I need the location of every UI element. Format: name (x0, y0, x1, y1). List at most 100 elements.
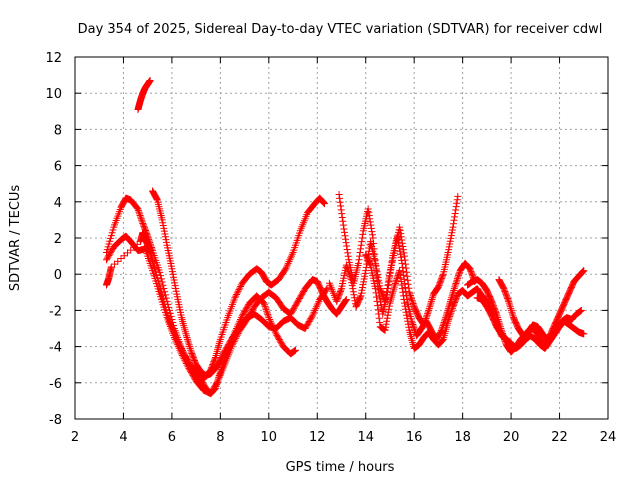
data-point-marker (508, 308, 516, 316)
y-tick-label: 10 (45, 87, 62, 102)
data-point-marker (152, 268, 160, 276)
data-point-marker (336, 194, 344, 202)
data-point-marker (291, 346, 299, 354)
data-point-marker (136, 211, 144, 219)
data-point-marker (369, 234, 377, 242)
data-point-marker (402, 305, 410, 313)
data-point-marker (409, 300, 417, 308)
data-point-marker (150, 261, 158, 269)
y-tick-label: -8 (49, 413, 62, 428)
data-point-marker (452, 206, 460, 214)
data-point-marker (449, 223, 457, 231)
data-point-marker (396, 270, 404, 278)
data-point-marker (264, 312, 272, 320)
data-point-marker (319, 198, 327, 206)
data-point-marker (439, 272, 447, 280)
data-point-marker (404, 320, 412, 328)
data-point-marker (358, 238, 366, 246)
data-point-marker (178, 345, 186, 353)
data-point-marker (341, 232, 349, 240)
data-point-marker (155, 280, 163, 288)
data-point-marker (454, 192, 462, 200)
data-point-marker (177, 343, 185, 351)
data-point-marker (382, 323, 390, 331)
x-axis-label: GPS time / hours (286, 460, 395, 475)
data-point-marker (211, 355, 219, 363)
data-point-marker (370, 239, 378, 247)
y-tick-label: 6 (54, 160, 62, 175)
data-point-marker (404, 276, 412, 284)
data-point-marker (396, 250, 404, 258)
data-point-marker (447, 308, 455, 316)
data-point-marker (376, 318, 384, 326)
x-tick-label: 18 (454, 430, 471, 445)
data-point-marker (366, 218, 374, 226)
data-point-marker (451, 209, 459, 217)
data-point-marker (444, 317, 452, 325)
data-point-marker (437, 328, 445, 336)
data-point-marker (451, 213, 459, 221)
data-point-marker (509, 312, 517, 320)
data-point-marker (403, 311, 411, 319)
data-point-marker (309, 310, 317, 318)
data-point-marker (446, 311, 454, 319)
data-point-marker (438, 337, 446, 345)
data-point-marker (371, 250, 379, 258)
data-point-marker (365, 208, 373, 216)
data-point-marker (399, 242, 407, 250)
data-point-marker (359, 230, 367, 238)
data-point-marker (398, 281, 406, 289)
data-point-marker (262, 304, 270, 312)
data-point-marker (185, 341, 193, 349)
data-point-marker (492, 309, 500, 317)
data-point-marker (493, 310, 501, 318)
data-point-marker (311, 306, 319, 314)
y-axis-label: SDTVAR / TECUs (8, 185, 23, 292)
data-point-marker (446, 312, 454, 320)
data-point-marker (400, 299, 408, 307)
data-point-marker (407, 295, 415, 303)
data-point-marker (356, 248, 364, 256)
data-point-marker (448, 294, 456, 302)
data-point-marker (148, 256, 156, 264)
data-point-marker (322, 286, 330, 294)
data-point-marker (407, 293, 415, 301)
data-point-marker (175, 340, 183, 348)
data-point-marker (282, 265, 290, 273)
data-point-marker (395, 241, 403, 249)
data-point-marker (408, 319, 416, 327)
data-point-marker (341, 297, 349, 305)
data-point-marker (263, 307, 271, 315)
data-point-marker (281, 266, 289, 274)
data-point-marker (454, 275, 462, 283)
data-point-marker (310, 308, 318, 316)
data-point-marker (323, 285, 331, 293)
data-point-marker (397, 274, 405, 282)
data-point-marker (148, 254, 156, 262)
data-point-marker (385, 281, 393, 289)
data-point-marker (387, 262, 395, 270)
data-point-marker (314, 299, 322, 307)
data-point-marker (154, 277, 162, 285)
data-point-marker (149, 259, 157, 267)
data-point-marker (135, 207, 143, 215)
data-point-marker (450, 285, 458, 293)
data-point-marker (396, 226, 404, 234)
data-point-marker (385, 277, 393, 285)
data-point-marker (424, 308, 432, 316)
data-point-marker (283, 263, 291, 271)
data-point-marker (396, 223, 404, 231)
data-point-marker (337, 206, 345, 214)
y-tick-label: 0 (54, 268, 62, 283)
data-point-marker (158, 278, 166, 286)
data-point-marker (150, 263, 158, 271)
data-point-marker (378, 307, 386, 315)
data-point-marker (393, 275, 401, 283)
data-point-marker (182, 332, 190, 340)
series-track-i (473, 294, 588, 352)
data-point-marker (356, 293, 364, 301)
data-point-marker (355, 256, 363, 264)
data-point-marker (452, 278, 460, 286)
data-point-marker (507, 306, 515, 314)
data-point-marker (508, 310, 516, 318)
